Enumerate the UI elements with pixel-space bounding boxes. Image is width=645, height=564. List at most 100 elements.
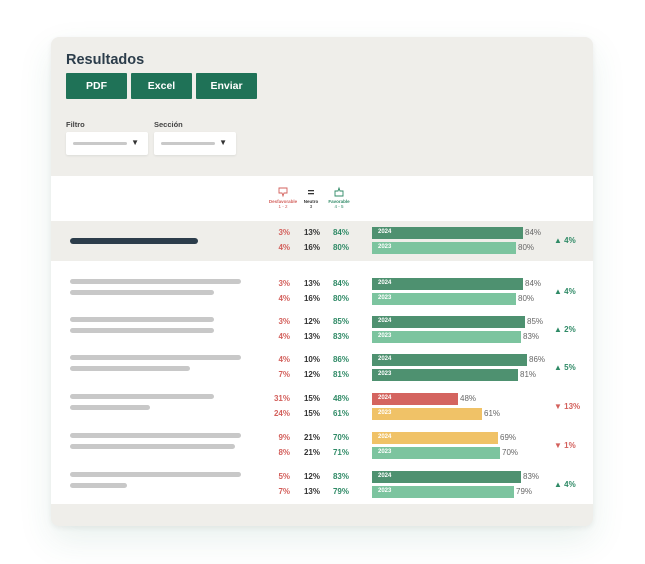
legend-favorable-label: Favorable [328,199,350,204]
row-label-placeholder [70,366,190,371]
page-title: Resultados [66,52,145,68]
bar-value-label: 69% [500,433,517,442]
favorable-bar-2024: 2024 [372,432,498,444]
bar-value-label: 80% [518,294,535,303]
favorable-percent: 79% [332,487,349,496]
bar-value-label: 81% [520,370,537,379]
bar-value-label: 84% [525,228,542,237]
favorable-percent: 80% [332,294,349,303]
bar-year-label: 2024 [378,473,392,479]
unfavorable-percent: 8% [278,448,290,457]
neutral-percent: 13% [303,279,320,288]
bar-year-label: 2024 [378,395,392,401]
change-indicator: ▲ 4% [554,480,576,489]
favorable-percent: 83% [332,332,349,341]
legend-unfavorable: Desfavorable 1 - 2 [263,186,303,210]
favorable-bar-2023: 2023 [372,293,516,305]
excel-button[interactable]: Excel [131,73,192,99]
thumbs-up-icon [334,186,344,197]
table-row: 31% 15% 48% 2024 48% 24% 15% 61% 2023 61% ▼ 13% [51,387,593,425]
bar-value-label: 80% [518,243,535,252]
neutral-percent: 16% [303,294,320,303]
bar-year-label: 2023 [378,333,392,339]
bar-year-label: 2024 [378,229,392,235]
bar-year-label: 2024 [378,356,392,362]
send-button[interactable]: Enviar [196,73,257,99]
row-label-placeholder [70,290,214,295]
bar-year-label: 2023 [378,488,392,494]
row-label-placeholder [70,355,241,360]
row-label-placeholder [70,483,127,488]
favorable-percent: 86% [332,355,349,364]
unfavorable-percent: 4% [278,243,290,252]
favorable-percent: 85% [332,317,349,326]
filter-label: Filtro [66,120,85,129]
unfavorable-percent: 9% [278,433,290,442]
bar-value-label: 86% [529,355,546,364]
change-indicator: ▲ 4% [554,236,576,245]
section-select-placeholder [161,142,215,145]
bar-value-label: 83% [523,332,540,341]
favorable-bar-2024: 2024 [372,227,523,239]
change-indicator: ▼ 13% [554,402,581,411]
bar-year-label: 2024 [378,434,392,440]
neutral-percent: 15% [303,394,320,403]
bar-year-label: 2023 [378,295,392,301]
legend-neutral-label: Neutro [303,199,319,204]
row-label-placeholder [70,444,235,449]
neutral-percent: 10% [303,355,320,364]
row-label-placeholder [70,405,150,410]
favorable-percent: 48% [332,394,349,403]
filter-select[interactable]: ▼ [66,132,148,155]
favorable-percent: 80% [332,243,349,252]
favorable-bar-2023: 2023 [372,486,514,498]
unfavorable-percent: 24% [273,409,290,418]
favorable-bar-2023: 2023 [372,447,500,459]
favorable-bar-2024: 2024 [372,393,458,405]
row-label-placeholder [70,394,214,399]
unfavorable-percent: 4% [278,294,290,303]
table-row: 5% 12% 83% 2024 83% 7% 13% 79% 2023 79% ▲ 4% [51,465,593,503]
unfavorable-percent: 3% [278,317,290,326]
total-label-placeholder [70,238,198,244]
row-label-placeholder [70,472,241,477]
unfavorable-percent: 4% [278,355,290,364]
unfavorable-percent: 31% [273,394,290,403]
equals-icon [308,190,314,195]
favorable-percent: 83% [332,472,349,481]
row-label-placeholder [70,279,241,284]
neutral-percent: 13% [303,228,320,237]
table-row: 4% 10% 86% 2024 86% 7% 12% 81% 2023 81% ▲ 5% [51,348,593,386]
bar-year-label: 2023 [378,449,392,455]
legend-favorable-range: 4 - 5 [334,204,344,209]
bar-year-label: 2023 [378,371,392,377]
bar-year-label: 2023 [378,244,392,250]
legend-neutral: Neutro 3 [291,186,331,210]
row-label-placeholder [70,317,214,322]
row-label-placeholder [70,433,241,438]
unfavorable-percent: 5% [278,472,290,481]
neutral-percent: 13% [303,332,320,341]
legend-favorable: Favorable 4 - 5 [319,186,359,210]
change-indicator: ▲ 5% [554,363,576,372]
unfavorable-percent: 7% [278,487,290,496]
favorable-bar-2024: 2024 [372,316,525,328]
favorable-bar-2023: 2023 [372,369,518,381]
row-label-placeholder [70,328,214,333]
chevron-down-icon: ▼ [131,138,139,147]
neutral-percent: 15% [303,409,320,418]
favorable-bar-2023: 2023 [372,331,521,343]
favorable-bar-2024: 2024 [372,471,521,483]
section-select[interactable]: ▼ [154,132,236,155]
bar-year-label: 2024 [378,280,392,286]
section-label: Sección [154,120,183,129]
favorable-percent: 71% [332,448,349,457]
pdf-button[interactable]: PDF [66,73,127,99]
results-card: Resultados PDF Excel Enviar Filtro ▼ Sec… [51,37,593,526]
neutral-percent: 12% [303,317,320,326]
bar-value-label: 84% [525,279,542,288]
bar-value-label: 61% [484,409,501,418]
bar-value-label: 85% [527,317,544,326]
bar-year-label: 2024 [378,318,392,324]
favorable-bar-2023: 2023 [372,242,516,254]
